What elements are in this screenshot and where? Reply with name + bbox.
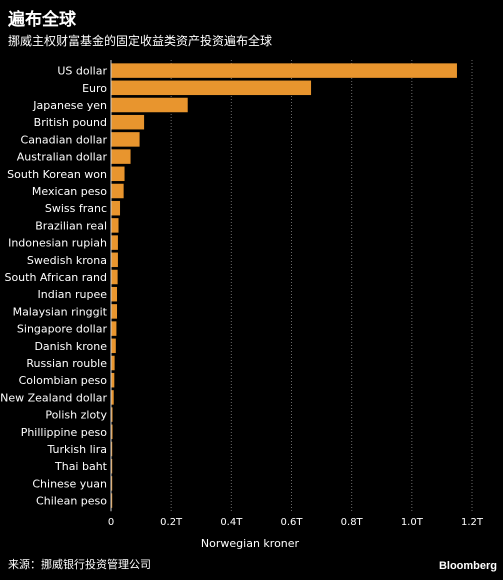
bar bbox=[111, 338, 116, 354]
page-subtitle: 挪威主权财富基金的固定收益类资产投资遍布全球 bbox=[8, 34, 273, 48]
category-label: Thai baht bbox=[54, 460, 108, 473]
category-label: Australian dollar bbox=[17, 151, 108, 164]
category-label: New Zealand dollar bbox=[0, 391, 107, 404]
x-tick-label: 0.2T bbox=[160, 517, 183, 528]
bar bbox=[111, 390, 114, 405]
category-label: Japanese yen bbox=[32, 99, 107, 112]
category-label: Canadian dollar bbox=[21, 133, 108, 146]
category-label: Chilean peso bbox=[36, 495, 107, 508]
category-label: Singapore dollar bbox=[17, 323, 108, 336]
category-label: Russian rouble bbox=[26, 357, 107, 370]
bar bbox=[111, 132, 140, 147]
bar bbox=[111, 424, 113, 440]
category-label: Mexican peso bbox=[32, 185, 107, 198]
bar bbox=[111, 218, 119, 233]
category-label: Swiss franc bbox=[45, 202, 107, 215]
bar bbox=[111, 269, 118, 285]
bar bbox=[111, 355, 115, 371]
bar bbox=[111, 372, 115, 388]
x-tick-label: 1.2T bbox=[461, 517, 484, 528]
x-tick-label: 0 bbox=[108, 517, 114, 528]
bar bbox=[111, 476, 113, 491]
bar bbox=[111, 63, 457, 78]
bar bbox=[111, 200, 121, 216]
bar bbox=[111, 235, 118, 250]
category-label: Malaysian ringgit bbox=[13, 305, 108, 318]
bloomberg-logo: Bloomberg bbox=[438, 560, 497, 572]
bar bbox=[111, 458, 113, 474]
bar bbox=[111, 97, 188, 113]
category-label: Chinese yuan bbox=[32, 477, 107, 490]
bar bbox=[111, 114, 145, 130]
category-label: Swedish krona bbox=[27, 254, 107, 267]
category-label: Danish krone bbox=[34, 340, 107, 353]
category-label: Indian rupee bbox=[38, 288, 108, 301]
category-label: Indonesian rupiah bbox=[8, 237, 107, 250]
x-tick-label: 0.4T bbox=[220, 517, 243, 528]
category-label: Polish zloty bbox=[45, 409, 107, 422]
source-note: 来源：挪威银行投资管理公司 bbox=[8, 558, 151, 571]
category-label: Phillippine peso bbox=[21, 426, 108, 439]
category-label: Turkish lira bbox=[46, 443, 107, 456]
x-tick-label: 1.0T bbox=[401, 517, 424, 528]
bar bbox=[111, 149, 131, 164]
category-label: Colombian peso bbox=[19, 374, 108, 387]
bar bbox=[111, 304, 118, 319]
category-label: South African rand bbox=[4, 271, 107, 284]
category-label: Brazilian real bbox=[35, 219, 107, 232]
x-axis-label: Norwegian kroner bbox=[201, 537, 300, 550]
category-label: South Korean won bbox=[7, 168, 107, 181]
x-tick-label: 0.6T bbox=[280, 517, 303, 528]
bar bbox=[111, 407, 113, 422]
bar bbox=[111, 441, 113, 457]
bar bbox=[111, 286, 118, 302]
bar bbox=[111, 183, 124, 199]
category-label: Euro bbox=[82, 82, 107, 95]
page-title: 遍布全球 bbox=[8, 10, 76, 30]
category-label: British pound bbox=[34, 116, 107, 129]
bar bbox=[111, 166, 125, 182]
bar bbox=[111, 80, 312, 96]
bar bbox=[111, 493, 113, 508]
category-label: US dollar bbox=[57, 65, 107, 78]
bar bbox=[111, 252, 118, 268]
x-tick-label: 0.8T bbox=[341, 517, 364, 528]
bar bbox=[111, 321, 117, 336]
